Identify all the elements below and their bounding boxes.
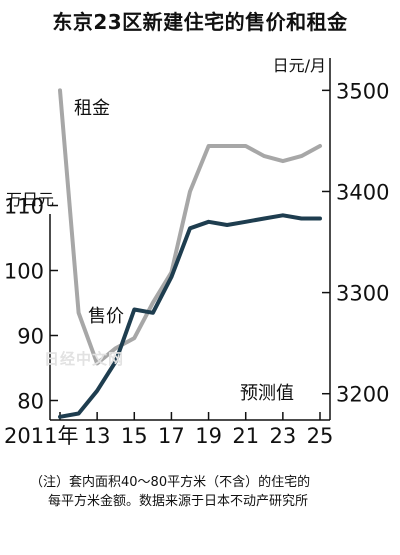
series-label-price: 售价 [88, 306, 124, 327]
right-tick-label: 3500 [336, 79, 389, 103]
x-tick-label: 23 [269, 424, 296, 448]
left-tick-label: 100 [4, 260, 44, 284]
watermark: 日经中文网 [44, 350, 125, 368]
series-line-price [58, 213, 322, 419]
x-tick-label: 17 [158, 424, 185, 448]
x-tick-label: 21 [232, 424, 259, 448]
left-axis-unit: 万日元 [6, 190, 54, 209]
x-tick-label: 19 [195, 424, 222, 448]
x-tick-label: 25 [307, 424, 334, 448]
series-line-rent [58, 88, 322, 366]
left-tick-label: 110 [4, 195, 44, 219]
footnote-line-2: 每平方米金额。数据来源于日本不动产研究所 [48, 494, 309, 509]
chart-title: 东京23区新建住宅的售价和租金 [52, 10, 348, 34]
footnote-line-1: （注）套内面积40～80平方米（不含）的住宅的 [30, 475, 311, 490]
right-tick-label: 3300 [336, 282, 389, 306]
x-tick-label: 13 [84, 424, 111, 448]
right-tick-label: 3200 [336, 383, 389, 407]
footnote: （注）套内面积40～80平方米（不含）的住宅的 每平方米金额。数据来源于日本不动… [30, 473, 390, 511]
left-tick-label: 90 [17, 325, 44, 349]
right-tick-label: 3400 [336, 180, 389, 204]
forecast-annotation: 预测值 [240, 383, 294, 404]
left-tick-label: 80 [17, 390, 44, 414]
right-axis-unit: 日元/月 [273, 56, 326, 75]
series-label-rent: 租金 [74, 98, 110, 119]
x-tick-label: 15 [121, 424, 148, 448]
x-tick-label: 2011年 [4, 424, 78, 448]
